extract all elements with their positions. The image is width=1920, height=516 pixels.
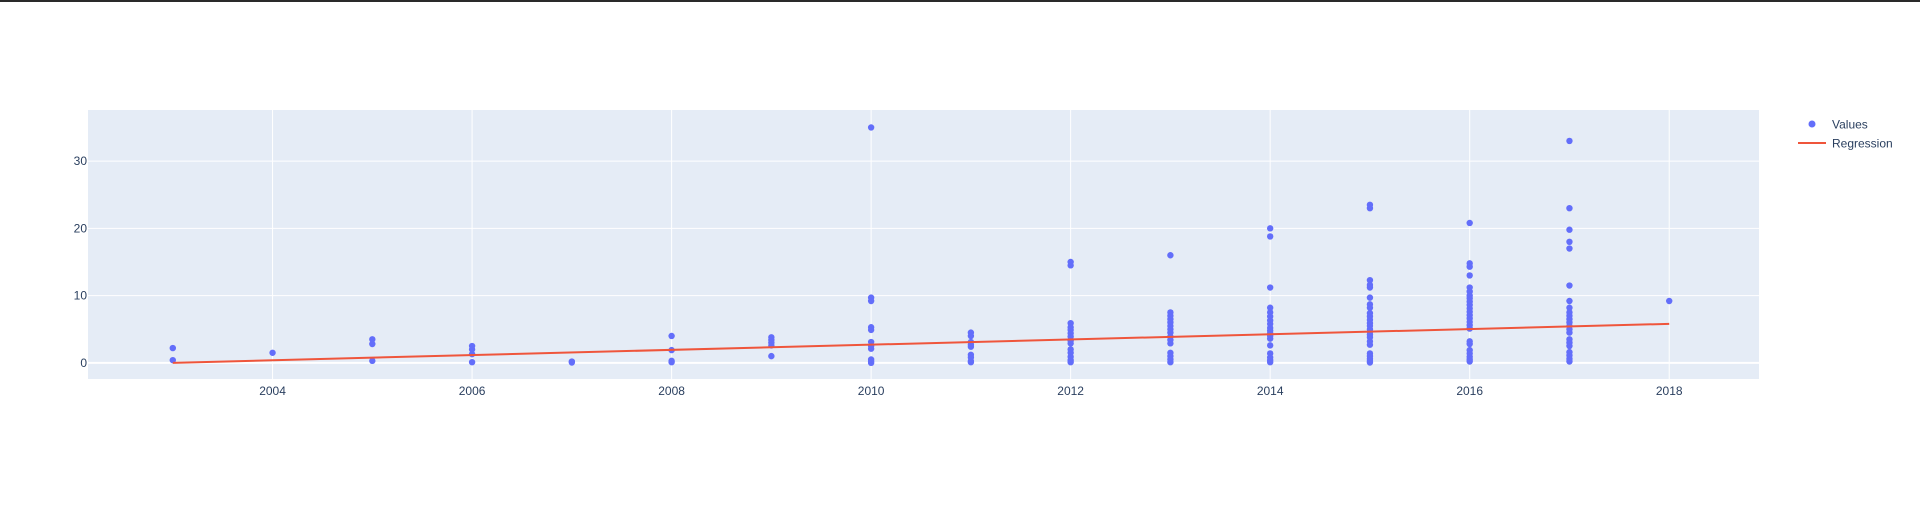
data-point[interactable]	[867, 345, 875, 352]
data-point[interactable]	[1566, 304, 1573, 311]
data-point[interactable]	[1366, 276, 1374, 284]
data-point[interactable]	[1067, 262, 1074, 269]
legend-label-values: Values	[1832, 118, 1868, 132]
data-point[interactable]	[1566, 297, 1573, 305]
data-point[interactable]	[867, 297, 875, 305]
data-point[interactable]	[1067, 340, 1074, 347]
data-point[interactable]	[169, 356, 176, 364]
x-tick-label: 2010	[858, 384, 885, 398]
data-point[interactable]	[468, 358, 476, 366]
data-point[interactable]	[1266, 335, 1274, 342]
legend-item-regression[interactable]: Regression	[1798, 137, 1893, 151]
data-point[interactable]	[1466, 358, 1473, 365]
data-point[interactable]	[1566, 137, 1573, 145]
data-point[interactable]	[867, 124, 875, 131]
data-point[interactable]	[668, 332, 675, 340]
data-point[interactable]	[1466, 272, 1473, 279]
data-point[interactable]	[1266, 304, 1274, 311]
data-point[interactable]	[1366, 341, 1374, 348]
data-point[interactable]	[867, 326, 875, 334]
x-axis-tick-labels: 2004 2006 2008 2010 2012 2014 2016 2018	[259, 384, 1683, 398]
y-axis-tick-labels: 0 10 20 30	[74, 154, 88, 370]
x-tick-label: 2012	[1057, 384, 1084, 398]
regression-line[interactable]	[172, 322, 1670, 364]
data-point[interactable]	[967, 332, 975, 340]
x-tick-label: 2014	[1257, 384, 1284, 398]
data-point[interactable]	[1366, 359, 1374, 366]
legend-item-values[interactable]: Values	[1808, 118, 1868, 132]
y-tick-label: 0	[80, 356, 87, 370]
x-tick-label: 2018	[1656, 384, 1683, 398]
x-tick-label: 2006	[459, 384, 486, 398]
data-point[interactable]	[1266, 358, 1274, 366]
legend[interactable]: Values Regression	[1798, 118, 1893, 151]
x-tick-label: 2016	[1456, 384, 1483, 398]
top-border	[0, 0, 1920, 2]
data-point[interactable]	[369, 340, 376, 348]
x-tick-label: 2004	[259, 384, 286, 398]
y-tick-label: 20	[74, 221, 88, 235]
data-point[interactable]	[967, 343, 975, 350]
data-point[interactable]	[269, 349, 276, 356]
data-point[interactable]	[369, 357, 376, 365]
data-point[interactable]	[1566, 358, 1573, 365]
data-point[interactable]	[1566, 204, 1573, 212]
data-point[interactable]	[1167, 252, 1174, 259]
data-point[interactable]	[1466, 340, 1473, 348]
data-point[interactable]	[867, 359, 875, 367]
data-point[interactable]	[1566, 226, 1573, 233]
data-point[interactable]	[1167, 340, 1174, 347]
data-point[interactable]	[1366, 204, 1374, 212]
data-point[interactable]	[1566, 329, 1573, 336]
data-point[interactable]	[1067, 358, 1074, 366]
data-point[interactable]	[668, 358, 675, 366]
data-point[interactable]	[468, 346, 476, 353]
data-point[interactable]	[1666, 297, 1673, 305]
data-point[interactable]	[1366, 294, 1374, 301]
y-gridlines	[88, 160, 1759, 364]
plot-background	[88, 110, 1759, 379]
y-tick-label: 10	[74, 289, 88, 303]
data-point[interactable]	[1566, 282, 1573, 289]
values-series	[169, 124, 1673, 367]
data-point[interactable]	[1167, 358, 1174, 366]
data-point[interactable]	[1266, 225, 1274, 232]
x-tick-label: 2008	[658, 384, 685, 398]
data-point[interactable]	[1466, 219, 1473, 227]
data-point[interactable]	[1266, 233, 1274, 240]
data-point[interactable]	[768, 352, 775, 360]
data-point[interactable]	[1466, 263, 1473, 270]
data-point[interactable]	[1266, 284, 1274, 291]
y-tick-label: 30	[74, 154, 88, 168]
data-point[interactable]	[1566, 342, 1573, 350]
regression-series	[172, 322, 1670, 364]
data-point[interactable]	[369, 336, 376, 343]
legend-marker-values	[1808, 120, 1816, 128]
data-point[interactable]	[1266, 342, 1274, 349]
data-point[interactable]	[1566, 238, 1573, 246]
data-point[interactable]	[1366, 284, 1374, 291]
data-point[interactable]	[967, 358, 975, 366]
data-point[interactable]	[1366, 304, 1374, 311]
legend-label-regression: Regression	[1832, 137, 1893, 151]
data-point[interactable]	[169, 344, 176, 352]
data-point[interactable]	[1566, 245, 1573, 252]
data-point[interactable]	[568, 359, 576, 366]
